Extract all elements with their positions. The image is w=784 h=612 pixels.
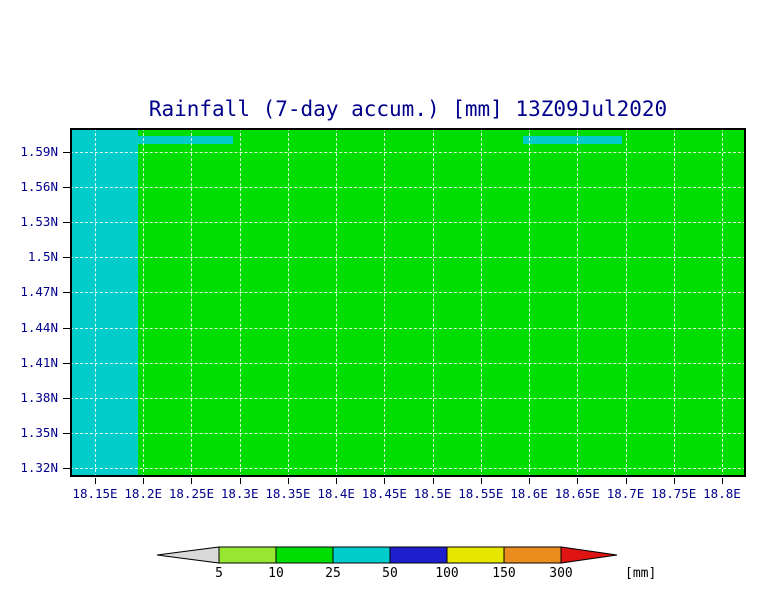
y-tick-label: 1.41N <box>20 354 58 370</box>
x-tick-label: 18.45E <box>361 486 407 501</box>
y-tick-label: 1.47N <box>20 284 58 300</box>
gridline-horizontal <box>70 362 746 364</box>
gridline-horizontal <box>70 187 746 189</box>
x-tick-label: 18.75E <box>651 486 697 501</box>
field-patch-north-edge-patch-1 <box>138 135 233 144</box>
gridline-vertical <box>384 128 386 477</box>
y-tick-mark <box>63 467 70 469</box>
gridline-horizontal <box>70 397 746 399</box>
y-tick-label: 1.5N <box>27 249 58 265</box>
plot-area <box>70 128 746 477</box>
x-tick-label: 18.3E <box>220 486 259 501</box>
colorbar-segment <box>560 546 618 564</box>
y-tick-mark <box>63 222 70 224</box>
x-tick-label: 18.4E <box>317 486 355 501</box>
x-tick-label: 18.5E <box>413 486 452 501</box>
x-tick-label: 18.8E <box>703 486 741 501</box>
gridline-vertical <box>191 128 193 477</box>
gridline-vertical <box>721 128 723 477</box>
gridline-horizontal <box>70 257 746 259</box>
x-tick-label: 18.65E <box>554 486 600 501</box>
colorbar-segment <box>389 546 448 564</box>
gridline-horizontal <box>70 292 746 294</box>
gridline-horizontal <box>70 222 746 224</box>
x-tick-mark <box>625 478 627 484</box>
gridline-vertical <box>336 128 338 477</box>
colorbar-tick-label: 50 <box>382 566 398 581</box>
x-tick-label: 18.25E <box>168 486 215 501</box>
y-tick-label: 1.35N <box>20 424 58 440</box>
colorbar-segment <box>503 546 562 564</box>
colorbar-tick-label: 150 <box>492 566 516 581</box>
y-tick-label: 1.44N <box>20 319 58 335</box>
colorbar-tick-label: 10 <box>268 566 284 581</box>
y-tick-mark <box>63 362 70 364</box>
y-tick-mark <box>63 397 70 399</box>
gridline-vertical <box>480 128 482 477</box>
y-tick-mark <box>63 292 70 294</box>
x-tick-mark <box>577 478 579 484</box>
colorbar-tick-label: 100 <box>435 566 459 581</box>
x-tick-mark <box>721 478 723 484</box>
gridline-horizontal <box>70 327 746 329</box>
y-tick-label: 1.38N <box>20 389 58 405</box>
y-tick-label: 1.59N <box>20 144 58 159</box>
colorbar-tick-label: 25 <box>325 566 341 581</box>
y-tick-label: 1.56N <box>20 179 58 195</box>
x-tick-label: 18.55E <box>458 486 504 501</box>
gridline-vertical <box>287 128 289 477</box>
x-tick-label: 18.15E <box>72 486 118 501</box>
gridline-vertical <box>529 128 531 477</box>
x-tick-label: 18.35E <box>265 486 311 501</box>
chart-title: Rainfall (7-day accum.) [mm] 13Z09Jul202… <box>148 97 668 121</box>
y-tick-mark <box>63 187 70 189</box>
y-tick-mark <box>63 152 70 153</box>
colorbar-segment <box>156 546 220 564</box>
grid-layer <box>70 128 746 477</box>
gridline-vertical <box>673 128 675 477</box>
patches-layer <box>70 128 746 477</box>
x-tick-mark <box>384 478 386 484</box>
x-tick-mark <box>432 478 434 484</box>
field-patch-north-edge-patch-2 <box>522 135 623 144</box>
x-tick-label: 18.7E <box>606 486 645 501</box>
y-tick-mark <box>63 327 70 329</box>
colorbar-segment <box>218 546 277 564</box>
gridline-vertical <box>95 128 96 477</box>
x-tick-mark <box>239 478 241 484</box>
x-tick-label: 18.2E <box>124 486 163 501</box>
gridline-vertical <box>143 128 145 477</box>
colorbar: [mm] 5 10 25 50 100 150 300 <box>156 546 696 590</box>
x-tick-mark <box>287 478 289 484</box>
x-tick-mark <box>529 478 531 484</box>
colorbar-tick-label: 300 <box>549 566 573 581</box>
colorbar-unit-label: [mm] <box>625 566 657 581</box>
gridline-horizontal <box>70 467 746 469</box>
gridline-horizontal <box>70 152 746 153</box>
colorbar-segment <box>332 546 391 564</box>
y-tick-label: 1.32N <box>20 459 58 475</box>
gridline-vertical <box>625 128 627 477</box>
x-tick-mark <box>480 478 482 484</box>
x-tick-mark <box>95 478 96 484</box>
x-tick-mark <box>336 478 338 484</box>
colorbar-svg <box>156 546 618 564</box>
y-tick-label: 1.53N <box>20 214 58 230</box>
x-tick-mark <box>191 478 193 484</box>
field-patch-west-edge-band <box>70 128 139 477</box>
y-tick-mark <box>63 257 70 259</box>
gridline-vertical <box>239 128 241 477</box>
y-tick-mark <box>63 432 70 434</box>
gridline-vertical <box>577 128 579 477</box>
gridline-horizontal <box>70 432 746 434</box>
x-tick-mark <box>143 478 145 484</box>
x-tick-mark <box>673 478 675 484</box>
colorbar-segment <box>275 546 334 564</box>
x-tick-label: 18.6E <box>510 486 548 501</box>
colorbar-tick-label: 5 <box>215 566 223 581</box>
gridline-vertical <box>432 128 434 477</box>
colorbar-segment <box>446 546 505 564</box>
